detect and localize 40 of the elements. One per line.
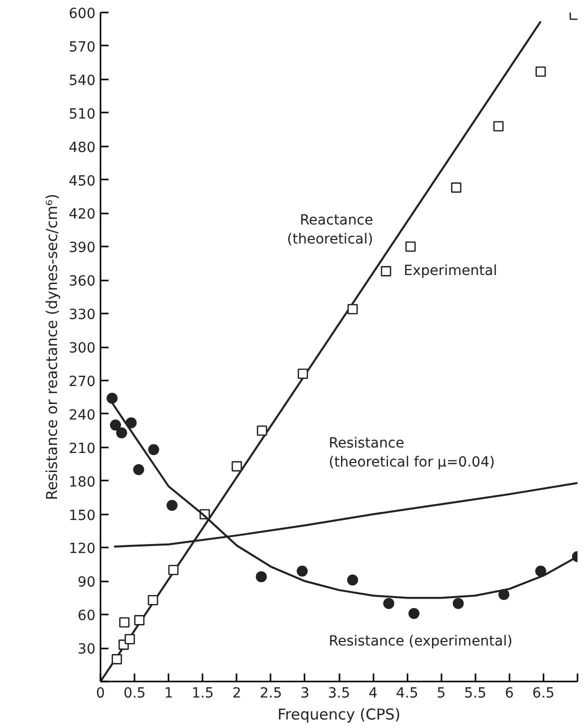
y-tick-label: 330 [68,307,96,324]
x-tick-label: 2.5 [260,686,282,702]
x-tick-label: 5 [436,686,446,702]
y-tick-label: 90 [78,574,96,591]
y-tick-label: 420 [68,206,96,223]
y-tick-label: 270 [68,374,96,390]
x-tick-label: 1 [164,686,174,702]
x-tick-label: 5.5 [464,686,486,702]
x-tick-label: 2 [232,686,242,702]
y-tick-label: 510 [68,106,96,122]
series-label: Reactance (theoretical) [287,212,374,248]
y-tick-label: 450 [68,173,96,190]
y-tick-label: 390 [68,240,96,256]
x-tick-label: 4 [368,686,378,702]
y-tick-label: 540 [68,72,96,89]
x-tick-label: 4.5 [396,686,418,702]
series-label: Experimental [404,263,498,280]
y-tick-label: 120 [68,541,96,558]
y-axis-title: Resistance or reactance (dynes-sec/cm⁶) [42,194,61,500]
y-tick-label: 30 [78,642,96,658]
x-tick-label: 1.5 [192,686,214,702]
x-tick-label: 6.5 [532,686,555,702]
x-tick-label: 3 [300,686,310,702]
x-tick-label: 0.5 [123,686,146,702]
y-tick-label: 60 [78,608,96,624]
y-tick-label: 360 [68,274,96,290]
y-tick-label: 180 [68,474,96,490]
x-axis-title: Frequency (CPS) [278,706,401,724]
y-tick-label: 240 [68,407,96,424]
y-tick-label: 480 [68,140,96,156]
y-tick-label: 600 [68,6,96,22]
y-tick-label: 300 [68,340,96,356]
y-tick-label: 210 [68,440,96,457]
x-tick-label: 6 [504,686,514,702]
y-tick-label: 570 [68,39,96,56]
y-tick-label: 150 [68,508,96,524]
series-label: Resistance (theoretical for μ=0.04) [328,435,495,471]
x-tick-label: 0 [96,686,105,702]
x-tick-label: 3.5 [328,686,350,702]
series-label: Resistance (experimental) [328,633,512,650]
